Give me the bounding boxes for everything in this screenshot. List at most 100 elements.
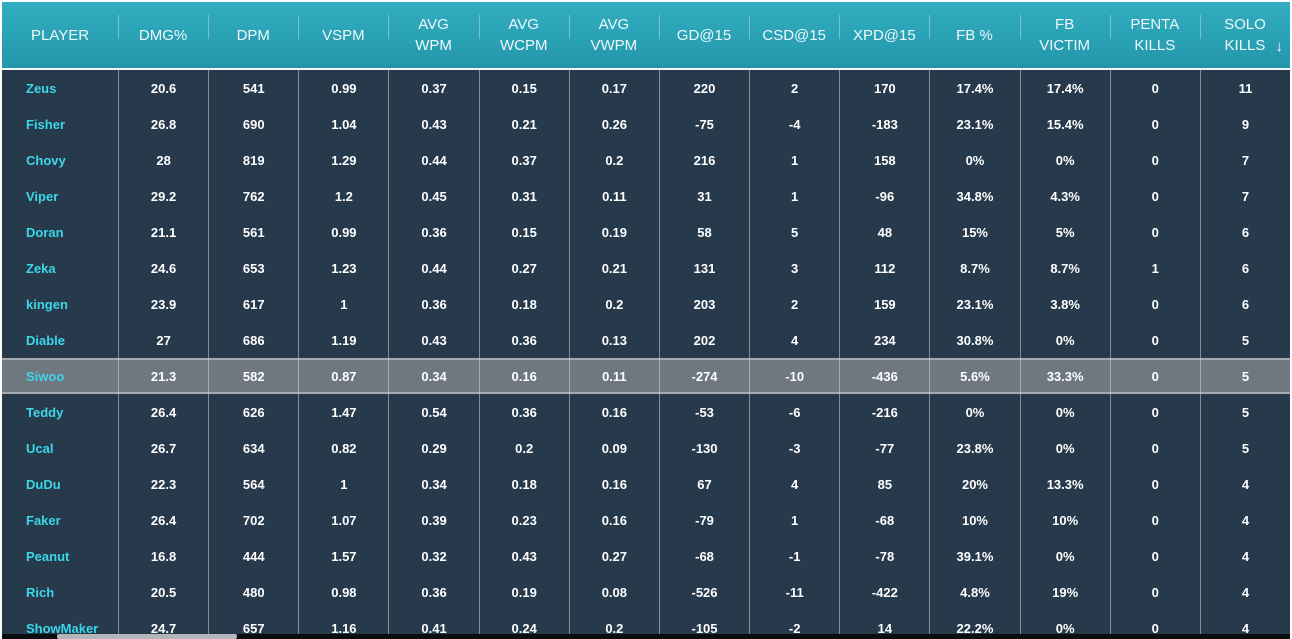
stat-cell-avg_vwpm: 0.11 [568, 178, 659, 214]
stat-cell-penta_kills: 0 [1109, 358, 1200, 394]
stat-cell-xpd_at_15: 48 [839, 214, 929, 250]
player-name-link[interactable]: Rich [26, 584, 55, 600]
column-header-penta_kills[interactable]: PENTA KILLS [1109, 2, 1200, 68]
stat-cell-fb_victim: 33.3% [1019, 358, 1110, 394]
stat-cell-avg_vwpm: 0.16 [568, 502, 659, 538]
scrollbar-thumb[interactable] [57, 634, 237, 639]
stat-cell-fb_pct: 5.6% [929, 358, 1019, 394]
stat-cell-dmg_pct: 26.4 [118, 394, 208, 430]
stat-cell-solo_kills: 6 [1199, 286, 1290, 322]
stat-cell-avg_wcpm: 0.18 [478, 466, 569, 502]
stat-cell-csd_at_15: -6 [749, 394, 839, 430]
stat-cell-fb_pct: 30.8% [929, 322, 1019, 358]
stat-cell-fb_pct: 0% [929, 142, 1019, 178]
stat-cell-dmg_pct: 23.9 [118, 286, 208, 322]
stat-cell-gd_at_15: -68 [658, 538, 749, 574]
player-name-link[interactable]: Ucal [26, 440, 54, 456]
player-name-link[interactable]: Viper [26, 188, 59, 204]
player-name-link[interactable]: Faker [26, 512, 61, 528]
stat-cell-fb_victim: 19% [1019, 574, 1110, 610]
stat-cell-dpm: 657 [208, 610, 298, 639]
stat-cell-penta_kills: 0 [1109, 214, 1200, 250]
stat-cell-fb_pct: 4.8% [929, 574, 1019, 610]
table-row: Viper 29.2 762 1.2 0.45 0.31 0.11 31 1 -96 34.8% 4.… [2, 178, 1290, 214]
stat-cell-avg_vwpm: 0.2 [568, 286, 659, 322]
stat-cell-penta_kills: 0 [1109, 70, 1200, 106]
stat-cell-gd_at_15: -105 [658, 610, 749, 639]
player-name-link[interactable]: Peanut [26, 548, 70, 564]
table-header-row: PLAYER DMG% DPM VSPM AVG WPM AVG WCPM AVG VWPM… [2, 2, 1290, 68]
column-header-label: XPD@15 [852, 26, 916, 44]
column-header-avg_vwpm[interactable]: AVG VWPM [568, 2, 659, 68]
column-header-label: SOLO KILLS [1224, 16, 1266, 54]
stat-cell-vspm: 1.07 [298, 502, 388, 538]
player-name-link[interactable]: Diable [26, 332, 66, 348]
stat-cell-solo_kills: 7 [1199, 142, 1290, 178]
stat-cell-avg_wcpm: 0.16 [478, 358, 569, 394]
stat-cell-dpm: 582 [208, 358, 298, 394]
column-header-vspm[interactable]: VSPM [298, 2, 388, 68]
sort-descending-icon: ↓ [1275, 38, 1284, 55]
column-header-fb_victim[interactable]: FB VICTIM [1019, 2, 1110, 68]
stat-cell-fb_victim: 17.4% [1019, 70, 1110, 106]
column-header-dmg_pct[interactable]: DMG% [118, 2, 208, 68]
column-header-player[interactable]: PLAYER [2, 2, 118, 68]
stat-cell-avg_vwpm: 0.26 [568, 106, 659, 142]
stat-cell-gd_at_15: 220 [658, 70, 749, 106]
column-header-xpd_at_15[interactable]: XPD@15 [839, 2, 929, 68]
player-name-link[interactable]: Fisher [26, 116, 66, 132]
column-header-label: VSPM [322, 26, 365, 44]
stat-cell-fb_pct: 10% [929, 502, 1019, 538]
player-name-link[interactable]: ShowMaker [26, 620, 99, 636]
stat-cell-fb_pct: 8.7% [929, 250, 1019, 286]
stat-cell-penta_kills: 0 [1109, 106, 1200, 142]
stat-cell-avg_wpm: 0.32 [388, 538, 478, 574]
stat-cell-vspm: 1 [298, 466, 388, 502]
stat-cell-xpd_at_15: -77 [839, 430, 929, 466]
stat-cell-fb_victim: 10% [1019, 502, 1110, 538]
stat-cell-avg_wpm: 0.45 [388, 178, 478, 214]
stat-cell-avg_wpm: 0.44 [388, 142, 478, 178]
column-header-avg_wpm[interactable]: AVG WPM [388, 2, 478, 68]
stat-cell-avg_wcpm: 0.27 [478, 250, 569, 286]
table-row: Chovy 28 819 1.29 0.44 0.37 0.2 216 1 158 0% 0% 0 7 [2, 142, 1290, 178]
stat-cell-solo_kills: 4 [1199, 574, 1290, 610]
stat-cell-avg_vwpm: 0.17 [568, 70, 659, 106]
player-name-link[interactable]: Chovy [26, 152, 66, 168]
player-name-link[interactable]: Doran [26, 224, 64, 240]
stat-cell-avg_wpm: 0.36 [388, 574, 478, 610]
stat-cell-xpd_at_15: 159 [839, 286, 929, 322]
stat-cell-dmg_pct: 26.8 [118, 106, 208, 142]
player-name-link[interactable]: Siwoo [26, 368, 65, 384]
stat-cell-avg_wpm: 0.34 [388, 466, 478, 502]
column-header-solo_kills[interactable]: SOLO KILLS ↓ [1199, 2, 1290, 68]
stat-cell-csd_at_15: -11 [749, 574, 839, 610]
column-header-dpm[interactable]: DPM [208, 2, 298, 68]
player-name-link[interactable]: Zeka [26, 260, 56, 276]
stat-cell-dmg_pct: 26.4 [118, 502, 208, 538]
column-header-fb_pct[interactable]: FB % [929, 2, 1019, 68]
stat-cell-gd_at_15: 58 [658, 214, 749, 250]
stat-cell-dpm: 444 [208, 538, 298, 574]
stat-cell-avg_vwpm: 0.08 [568, 574, 659, 610]
stat-cell-solo_kills: 5 [1199, 358, 1290, 394]
player-name-link[interactable]: kingen [26, 296, 68, 312]
stat-cell-solo_kills: 5 [1199, 322, 1290, 358]
column-header-csd_at_15[interactable]: CSD@15 [749, 2, 839, 68]
stat-cell-avg_wpm: 0.39 [388, 502, 478, 538]
player-name-link[interactable]: Zeus [26, 80, 57, 96]
stat-cell-xpd_at_15: 234 [839, 322, 929, 358]
stat-cell-csd_at_15: 4 [749, 322, 839, 358]
stat-cell-avg_wcpm: 0.23 [478, 502, 569, 538]
column-header-avg_wcpm[interactable]: AVG WCPM [478, 2, 569, 68]
stat-cell-vspm: 1.23 [298, 250, 388, 286]
column-header-gd_at_15[interactable]: GD@15 [658, 2, 749, 68]
player-name-link[interactable]: DuDu [26, 476, 61, 492]
player-name-link[interactable]: Teddy [26, 404, 64, 420]
stat-cell-xpd_at_15: 85 [839, 466, 929, 502]
stat-cell-avg_wpm: 0.41 [388, 610, 478, 639]
stat-cell-dmg_pct: 24.7 [118, 610, 208, 639]
stat-cell-vspm: 1.04 [298, 106, 388, 142]
horizontal-scrollbar[interactable] [2, 634, 1290, 639]
